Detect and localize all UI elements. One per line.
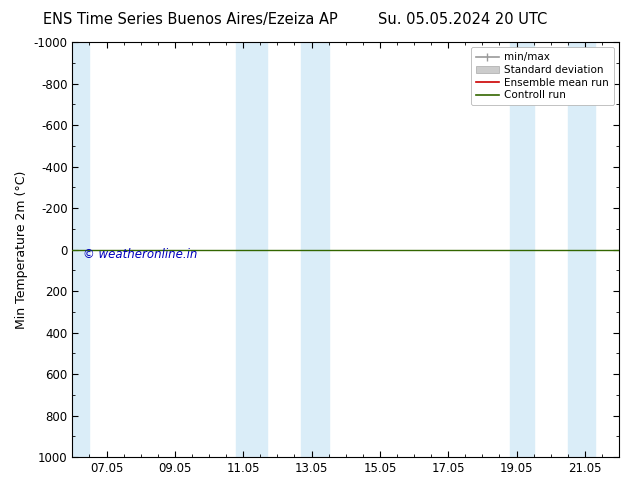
Text: Su. 05.05.2024 20 UTC: Su. 05.05.2024 20 UTC bbox=[378, 12, 547, 27]
Bar bbox=[236, 42, 267, 457]
Y-axis label: Min Temperature 2m (°C): Min Temperature 2m (°C) bbox=[15, 171, 28, 329]
Bar bbox=[65, 42, 89, 457]
Bar bbox=[568, 42, 595, 457]
Text: ENS Time Series Buenos Aires/Ezeiza AP: ENS Time Series Buenos Aires/Ezeiza AP bbox=[43, 12, 337, 27]
Bar bbox=[301, 42, 328, 457]
Bar bbox=[510, 42, 534, 457]
Text: © weatheronline.in: © weatheronline.in bbox=[83, 247, 198, 261]
Legend: min/max, Standard deviation, Ensemble mean run, Controll run: min/max, Standard deviation, Ensemble me… bbox=[470, 47, 614, 105]
